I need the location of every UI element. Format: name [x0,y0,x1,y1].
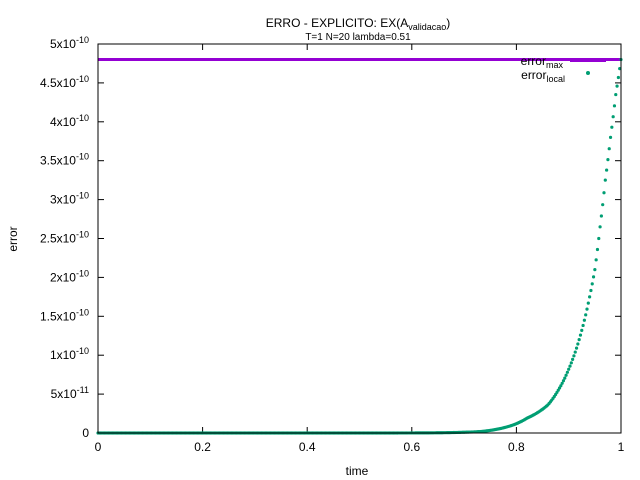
y-tick-label: 4.5x10-10 [40,74,89,90]
plot-frame [97,43,622,434]
error-local-point [590,282,594,286]
error-local-point [615,84,619,88]
error-local-point [586,301,590,305]
error-local-point [601,203,605,207]
y-tick-label: 2x10-10 [50,268,89,284]
error-local-point [568,364,572,368]
x-tick-label: 0.2 [194,440,211,454]
axis-ticks: 0 0.2 0.4 0.6 0.8 1 0 5x10-11 1x10-10 1.5x10-10 2x… [40,35,625,454]
error-local-point [605,168,609,172]
y-axis-label: error [6,226,20,251]
error-local-point [607,147,611,151]
y-tick-label: 2.5x10-10 [40,230,89,246]
error-local-point [563,376,567,380]
error-local-point [581,323,585,328]
error-local-point [584,313,588,317]
error-local-point [618,67,622,71]
error-local-point [571,357,575,362]
y-tick-label: 5x10-10 [50,35,89,51]
series-error-local [96,57,623,435]
error-local-point [589,288,593,293]
error-local-point [606,157,610,162]
error-local-point [611,115,615,119]
chart-title: ERRO - EXPLICITO: EX(Avalidacao) [266,16,451,32]
error-local-point [591,275,596,279]
error-local-point [578,333,583,337]
x-tick-label: 0 [95,440,102,454]
error-local-point [614,92,618,97]
x-tick-label: 0.4 [299,440,316,454]
error-local-point [612,104,617,108]
error-local-point [573,350,577,354]
error-local-point [597,236,601,241]
y-tick-label: 1.5x10-10 [40,307,89,323]
error-local-point [569,361,573,365]
y-tick-label: 3x10-10 [50,191,89,207]
error-local-point [602,191,606,195]
y-tick-label: 3.5x10-10 [40,152,89,168]
error-local-point [594,258,598,262]
error-local-point [616,75,620,80]
legend-label-error-local: errorlocal [521,68,565,84]
error-local-point [567,367,571,371]
error-local-point [608,135,613,139]
y-tick-label: 1x10-10 [50,346,89,362]
chart-subtitle: T=1 N=20 lambda=0.51 [305,32,411,43]
legend-swatch-error-local [586,71,590,75]
error-local-point [603,178,607,182]
error-local-point [610,125,614,129]
error-local-point [588,295,592,299]
y-tick-label: 0 [82,426,89,440]
error-local-point [564,373,568,377]
error-local-point [585,307,589,311]
x-axis-label: time [346,464,369,478]
error-local-point [593,268,597,272]
error-local-point [572,354,576,358]
legend: errormax errorlocal [521,54,606,84]
error-local-point [560,381,564,385]
error-local-point [580,328,584,333]
error-local-point [559,384,563,388]
error-local-point [599,214,603,218]
y-tick-label: 5x10-11 [51,385,89,401]
error-local-point [576,342,580,346]
error-local-point [565,370,569,374]
x-tick-label: 0.8 [508,440,525,454]
y-tick-label: 4x10-10 [50,113,89,129]
error-local-point [577,338,581,342]
error-local-point [574,346,579,350]
legend-label-error-max: errormax [521,54,564,70]
x-tick-label: 1 [618,440,625,454]
error-local-point [561,379,566,383]
error-local-point [582,318,586,322]
error-local-point [595,247,600,252]
error-local-point [598,225,602,229]
x-tick-label: 0.6 [403,440,420,454]
